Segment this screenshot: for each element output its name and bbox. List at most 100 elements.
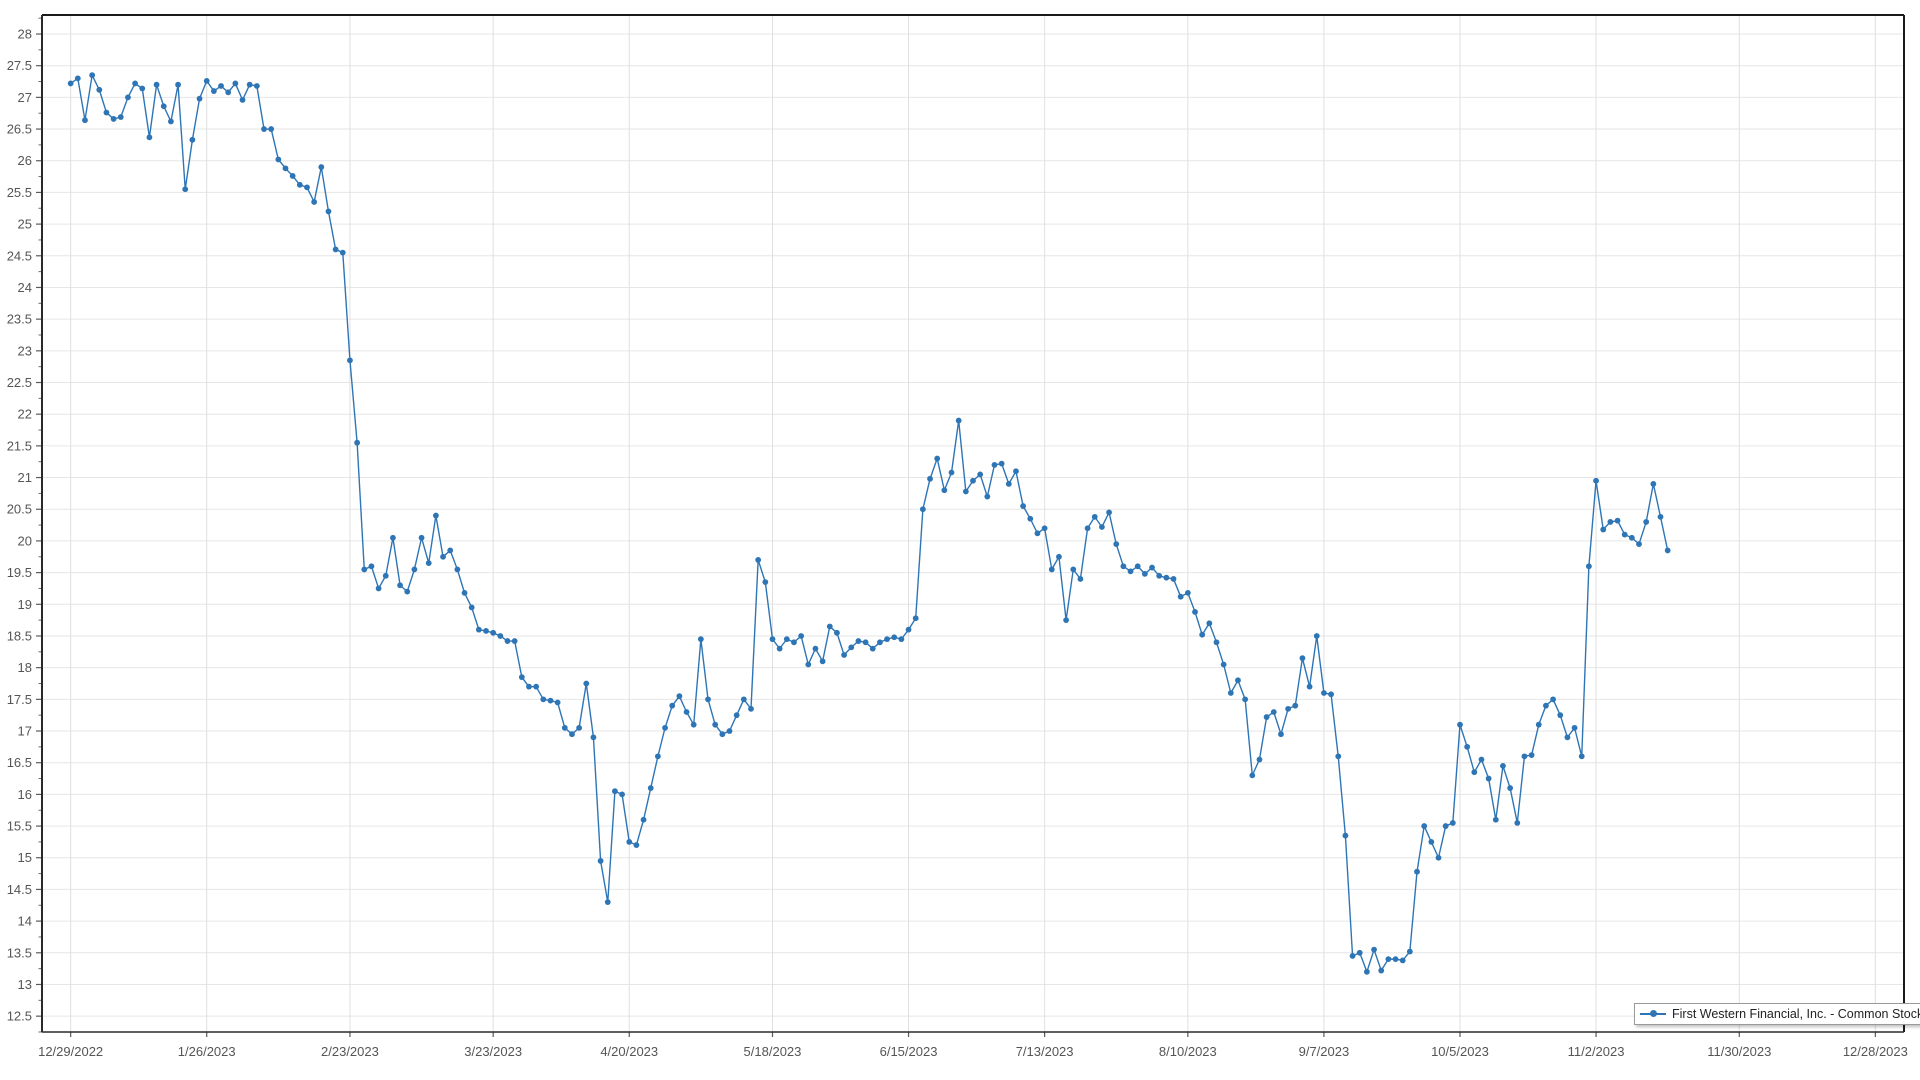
data-point[interactable]: [103, 109, 110, 116]
data-point[interactable]: [955, 417, 962, 424]
data-point[interactable]: [690, 721, 697, 728]
data-point[interactable]: [1256, 756, 1263, 763]
data-point[interactable]: [891, 634, 898, 641]
data-point[interactable]: [783, 636, 790, 643]
data-point[interactable]: [418, 534, 425, 541]
data-point[interactable]: [354, 439, 361, 446]
data-point[interactable]: [347, 357, 353, 364]
data-point[interactable]: [425, 560, 432, 566]
data-point[interactable]: [1507, 785, 1514, 791]
data-point[interactable]: [1550, 696, 1556, 703]
data-point[interactable]: [382, 572, 389, 579]
data-point[interactable]: [1600, 526, 1607, 533]
data-point[interactable]: [160, 103, 167, 110]
data-point[interactable]: [1414, 868, 1420, 875]
data-point[interactable]: [504, 638, 511, 644]
data-point[interactable]: [125, 94, 131, 101]
data-point[interactable]: [919, 506, 926, 513]
data-point[interactable]: [332, 246, 339, 253]
data-point[interactable]: [511, 638, 518, 644]
data-point[interactable]: [447, 547, 454, 554]
data-point[interactable]: [1607, 519, 1614, 525]
data-point[interactable]: [210, 88, 217, 94]
data-point[interactable]: [1027, 515, 1034, 522]
data-point[interactable]: [1328, 691, 1334, 698]
data-point[interactable]: [647, 785, 654, 791]
data-point[interactable]: [941, 487, 948, 494]
data-point[interactable]: [1349, 953, 1356, 959]
data-point[interactable]: [1457, 721, 1463, 728]
data-point[interactable]: [1235, 677, 1241, 684]
data-point[interactable]: [998, 460, 1005, 467]
chart-legend[interactable]: First Western Financial, Inc. - Common S…: [1634, 1003, 1920, 1025]
data-point[interactable]: [812, 645, 819, 652]
data-point[interactable]: [1077, 576, 1084, 582]
data-point[interactable]: [826, 623, 833, 630]
data-point[interactable]: [1106, 509, 1112, 516]
data-point[interactable]: [1227, 690, 1234, 696]
data-point[interactable]: [1385, 956, 1392, 963]
data-point[interactable]: [1371, 946, 1377, 953]
data-point[interactable]: [282, 165, 289, 172]
data-point[interactable]: [705, 696, 711, 703]
data-point[interactable]: [1034, 530, 1041, 537]
data-point[interactable]: [253, 83, 260, 89]
data-point[interactable]: [203, 78, 210, 84]
data-point[interactable]: [855, 638, 862, 644]
data-point[interactable]: [261, 126, 267, 132]
data-point[interactable]: [1449, 820, 1456, 826]
data-point[interactable]: [390, 534, 396, 541]
data-point[interactable]: [1141, 570, 1148, 577]
data-point[interactable]: [1170, 576, 1177, 582]
data-point[interactable]: [74, 75, 81, 82]
data-point[interactable]: [1614, 517, 1621, 524]
data-point[interactable]: [1156, 572, 1163, 579]
data-point[interactable]: [153, 81, 160, 88]
data-point[interactable]: [712, 721, 719, 728]
data-point[interactable]: [862, 639, 869, 646]
data-point[interactable]: [1485, 775, 1492, 782]
data-point[interactable]: [561, 724, 568, 731]
data-point[interactable]: [1134, 563, 1141, 570]
data-point[interactable]: [554, 699, 561, 706]
data-point[interactable]: [1500, 762, 1506, 769]
data-point[interactable]: [1041, 525, 1048, 532]
data-point[interactable]: [948, 469, 955, 476]
data-point[interactable]: [1099, 524, 1105, 530]
data-point[interactable]: [526, 683, 532, 690]
data-point[interactable]: [1005, 481, 1012, 487]
data-point[interactable]: [1621, 531, 1628, 538]
data-point[interactable]: [397, 582, 403, 589]
data-point[interactable]: [1249, 772, 1256, 779]
data-point[interactable]: [454, 566, 461, 573]
data-point[interactable]: [168, 118, 174, 125]
data-point[interactable]: [1149, 564, 1155, 571]
data-point[interactable]: [612, 788, 618, 795]
data-point[interactable]: [1220, 661, 1227, 668]
data-point[interactable]: [719, 731, 726, 738]
data-point[interactable]: [962, 488, 969, 495]
data-point[interactable]: [1356, 949, 1363, 956]
data-point[interactable]: [411, 566, 418, 573]
data-point[interactable]: [1428, 839, 1435, 845]
data-point[interactable]: [912, 615, 919, 622]
data-point[interactable]: [1643, 519, 1650, 525]
data-point[interactable]: [877, 639, 883, 646]
data-point[interactable]: [1020, 503, 1027, 509]
data-point[interactable]: [1120, 563, 1127, 570]
data-point[interactable]: [1192, 608, 1198, 615]
data-point[interactable]: [683, 709, 690, 715]
data-point[interactable]: [898, 636, 905, 643]
data-point[interactable]: [619, 791, 625, 798]
data-point[interactable]: [475, 626, 482, 633]
data-point[interactable]: [1342, 832, 1349, 839]
data-point[interactable]: [748, 705, 754, 712]
data-point[interactable]: [1464, 743, 1471, 750]
data-point[interactable]: [232, 80, 239, 87]
data-point[interactable]: [67, 80, 74, 87]
data-point[interactable]: [984, 493, 991, 500]
data-point[interactable]: [1399, 957, 1406, 964]
data-point[interactable]: [110, 116, 117, 122]
data-point[interactable]: [626, 839, 633, 845]
data-point[interactable]: [461, 589, 468, 596]
